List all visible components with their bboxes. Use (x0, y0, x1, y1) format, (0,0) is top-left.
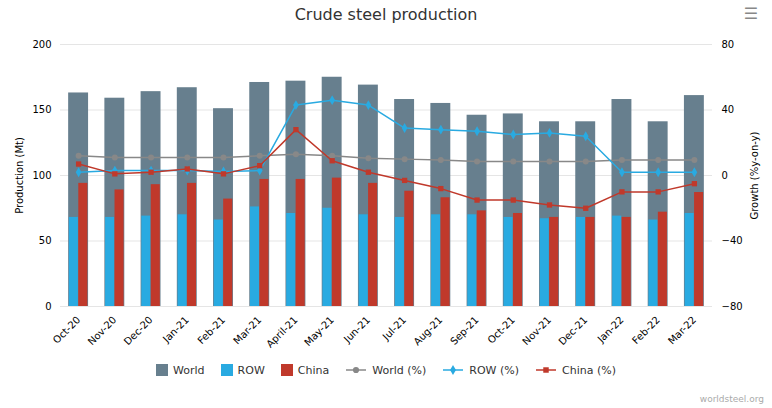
svg-text:0: 0 (45, 301, 51, 312)
svg-text:50: 50 (39, 235, 52, 246)
html-text:worldsteel.org: worldsteel.org (699, 394, 764, 404)
svg-text:Nov-21: Nov-21 (520, 314, 553, 347)
svg-text:−40: −40 (722, 235, 743, 246)
svg-text:Jul-21: Jul-21 (380, 314, 409, 343)
svg-text:100: 100 (32, 170, 51, 181)
svg-text:Dec-20: Dec-20 (122, 314, 155, 347)
svg-text:40: 40 (722, 104, 735, 115)
svg-text:Jan-22: Jan-22 (595, 314, 626, 345)
svg-text:150: 150 (32, 104, 51, 115)
svg-text:Mar-21: Mar-21 (231, 314, 263, 346)
html-text:World: World (173, 363, 205, 377)
svg-text:−80: −80 (722, 301, 743, 312)
svg-text:Oct-21: Oct-21 (485, 314, 517, 346)
svg-text:0: 0 (722, 170, 728, 181)
svg-text:Dec-21: Dec-21 (556, 314, 589, 347)
svg-text:200: 200 (32, 39, 51, 50)
svg-text:Growth (%y-on-y): Growth (%y-on-y) (749, 131, 760, 219)
html-text:Crude steel production: Crude steel production (294, 5, 478, 24)
html-text:ROW: ROW (237, 363, 265, 377)
svg-text:Oct-20: Oct-20 (51, 314, 83, 346)
html-text:China (%): China (%) (562, 363, 616, 377)
svg-text:Jun-21: Jun-21 (341, 314, 372, 345)
svg-text:Feb-21: Feb-21 (195, 314, 227, 346)
svg-text:Sep-21: Sep-21 (448, 314, 481, 347)
svg-text:Aug-21: Aug-21 (411, 314, 444, 347)
svg-text:80: 80 (722, 39, 735, 50)
svg-text:Jan-21: Jan-21 (160, 314, 191, 345)
html-text:World (%): World (%) (372, 363, 427, 377)
svg-text:Nov-20: Nov-20 (86, 314, 119, 347)
svg-text:Production (Mt): Production (Mt) (14, 137, 25, 214)
svg-text:Feb-22: Feb-22 (630, 314, 662, 346)
svg-text:May-21: May-21 (302, 314, 336, 348)
html-text:China: China (297, 363, 330, 377)
svg-text:April-21: April-21 (264, 314, 299, 349)
html-text:ROW (%): ROW (%) (469, 363, 519, 377)
svg-text:Mar-22: Mar-22 (666, 314, 698, 346)
